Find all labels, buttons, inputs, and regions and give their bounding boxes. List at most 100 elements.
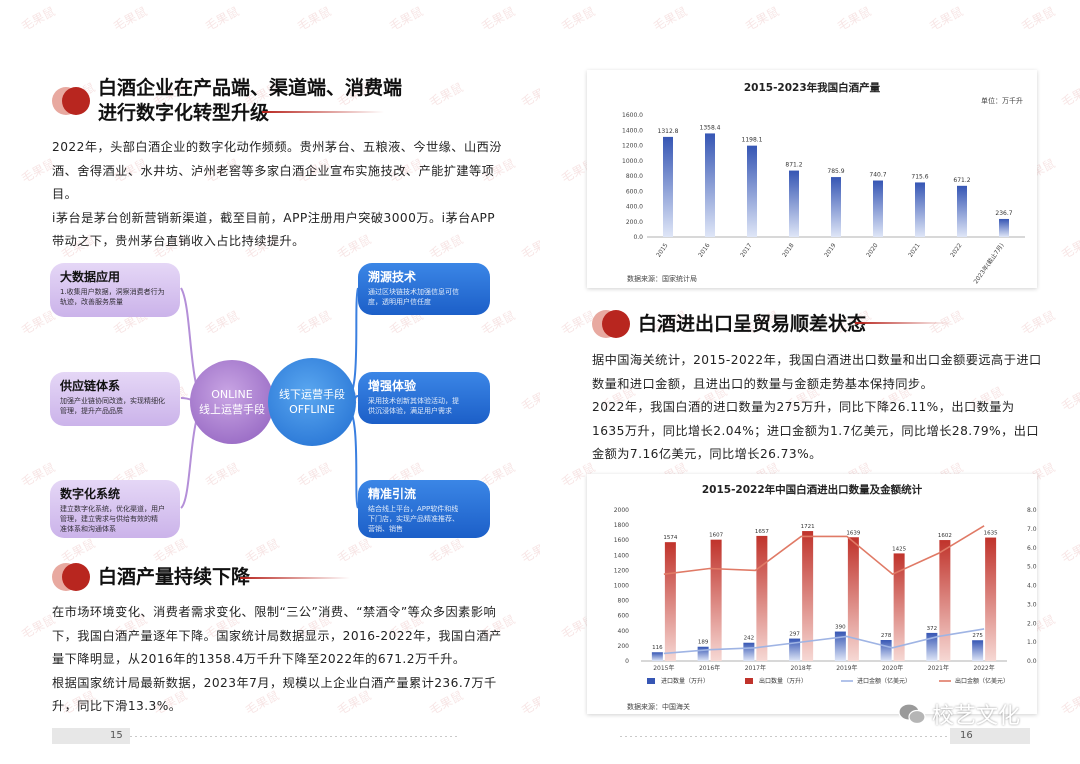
paragraph-line: 据中国海关统计，2015-2022年，我国白酒进出口数量和出口金额要远高于进口 — [592, 353, 1042, 367]
legend-label: 出口金额（亿美元） — [955, 677, 1009, 685]
y-left-tick-label: 2000 — [614, 507, 629, 514]
page-number: 16 — [960, 730, 973, 741]
bar-export-qty — [939, 540, 951, 661]
bar — [747, 145, 757, 237]
x-tick-label: 2021 — [907, 242, 922, 259]
y-left-tick-label: 0 — [625, 658, 629, 665]
x-tick-label: 2019 — [823, 242, 838, 259]
section-underline — [240, 577, 350, 579]
hub-offline-line2: OFFLINE — [289, 403, 335, 416]
brand-name: 校艺文化 — [932, 704, 1021, 729]
x-tick-label: 2020 — [865, 242, 880, 259]
node-title: 增强体验 — [368, 379, 417, 393]
watermark-text: 毛果鼠 — [1059, 80, 1080, 110]
chart-plot: 0 200 400 600 800 1000 1200 1400 1600 1800 2000 0.0… — [614, 507, 1037, 685]
data-label-import: 390 — [835, 625, 846, 631]
x-tick-label: 2018年 — [790, 664, 811, 672]
y-right-tick-label: 5.0 — [1027, 564, 1037, 571]
node-title: 大数据应用 — [60, 270, 121, 284]
y-tick-label: 0.0 — [633, 234, 643, 241]
bar — [789, 170, 799, 237]
data-label-import: 242 — [744, 636, 755, 642]
mindmap-node-precise-traffic: 精准引流 结合线上平台，APP软件和线 下门店，实现产品精准推荐、 营销、销售 — [358, 480, 490, 538]
data-label-import: 372 — [927, 626, 938, 632]
y-left-tick-label: 200 — [618, 643, 630, 650]
x-tick-label: 2020年 — [882, 664, 903, 672]
y-right-tick-label: 4.0 — [1027, 583, 1037, 590]
node-title: 溯源技术 — [368, 270, 417, 284]
page-number: 15 — [110, 730, 123, 741]
bar — [873, 180, 883, 237]
bar-import-qty — [789, 638, 801, 661]
paragraph-line: 目。 — [52, 187, 78, 201]
bar — [705, 133, 715, 237]
watermark-text: 毛果鼠 — [835, 4, 874, 34]
x-tick-label: 2023年(截止7月) — [972, 242, 1006, 286]
data-label: 740.7 — [869, 172, 886, 179]
paragraph-line: 带动之下，贵州茅台直销收入占比持续提升。 — [52, 234, 305, 248]
paragraph-line: 下，我国白酒产量逐年下降。国家统计局数据显示，2016-2022年，我国白酒产 — [52, 628, 502, 643]
chart-source: 数据来源：中国海关 — [627, 703, 690, 711]
node-desc: 加强产业链协同改造，实现精细化 管理，提升产品品质 — [60, 397, 165, 415]
watermark-text: 毛果鼠 — [1019, 308, 1058, 338]
mindmap-node-supply-chain: 供应链体系 加强产业链协同改造，实现精细化 管理，提升产品品质 — [50, 372, 180, 426]
chart-title: 2015-2023年我国白酒产量 — [743, 82, 881, 94]
paragraph-line: 升，同比下滑13.3%。 — [52, 699, 182, 713]
node-title: 供应链体系 — [60, 379, 121, 393]
node-desc: 通过区块链技术加强信息可信 度，透明用户信任度 — [368, 288, 459, 306]
y-tick-label: 200.0 — [626, 219, 643, 226]
mindmap-hub-offline: 线下运营手段 OFFLINE — [268, 358, 356, 446]
y-right-tick-label: 0.0 — [1027, 658, 1037, 665]
section-title-line1: 白酒企业在产品端、渠道端、消费端 — [98, 77, 403, 99]
bar-export-qty — [985, 537, 997, 661]
bar-export-qty — [802, 531, 814, 661]
x-tick-label: 2017年 — [745, 664, 766, 672]
legend-swatch — [745, 678, 753, 684]
x-tick-label: 2021年 — [928, 664, 949, 672]
watermark-text: 毛果鼠 — [479, 4, 518, 34]
wechat-icon — [898, 703, 926, 725]
x-tick-label: 2016 — [697, 242, 712, 259]
y-left-tick-label: 600 — [618, 613, 630, 620]
data-label-export: 1425 — [892, 546, 906, 552]
section-bullet-icon — [52, 87, 92, 115]
mindmap-diagram: 大数据应用 1.收集用户数据，洞察消费者行为 轨迹，改善服务质量 供应链体系 加… — [48, 258, 494, 543]
x-tick-label: 2016年 — [699, 664, 720, 672]
x-tick-label: 2022 — [949, 242, 964, 259]
hub-online-line1: ONLINE — [211, 388, 253, 401]
paragraph-line: 根据国家统计局最新数据，2023年7月，规模以上企业白酒产量累计236.7万千 — [52, 675, 497, 690]
footer-page-tab — [52, 728, 130, 744]
bar-import-qty — [926, 632, 938, 661]
chart-plot: 0.0 200.0 400.0 600.0 800.0 1000.0 1200.0 1400.… — [622, 112, 1025, 286]
line-export-amount — [663, 525, 985, 576]
data-label-import: 275 — [972, 633, 983, 639]
data-label-export: 1602 — [938, 533, 952, 539]
y-left-tick-label: 1000 — [614, 583, 629, 590]
data-label: 871.2 — [785, 162, 802, 169]
data-label-export: 1657 — [755, 529, 769, 535]
node-desc: 1.收集用户数据，洞察消费者行为 轨迹，改善服务质量 — [60, 288, 165, 306]
data-label: 1198.1 — [742, 137, 763, 144]
y-left-tick-label: 1400 — [614, 552, 629, 559]
right-page: 毛果鼠 毛果鼠 毛果鼠 毛果鼠 毛果鼠 毛果鼠 毛果鼠 毛果鼠 毛果鼠 毛果鼠 毛果鼠 毛果鼠 毛果鼠毛… — [540, 0, 1080, 764]
chart-unit: 单位：万千升 — [981, 97, 1023, 105]
watermark-text: 毛果鼠 — [1019, 4, 1058, 34]
paragraph-line: 酒、舍得酒业、水井坊、泸州老窖等多家白酒企业宣布实施技改、产能扩建等项 — [52, 163, 495, 178]
y-right-tick-label: 1.0 — [1027, 639, 1037, 646]
y-left-tick-label: 1800 — [614, 522, 629, 529]
y-left-tick-label: 1200 — [614, 567, 629, 574]
left-page: 毛果鼠 毛果鼠 毛果鼠 毛果鼠 毛果鼠 毛果鼠 毛果鼠 毛果鼠 毛果鼠 毛果鼠 毛果鼠 毛果鼠 毛果鼠毛… — [19, 4, 540, 744]
data-label: 236.7 — [995, 210, 1012, 217]
bar-import-qty — [834, 631, 846, 661]
section-bullet-icon — [52, 563, 92, 591]
section-title: 白酒进出口呈贸易顺差状态 — [638, 312, 867, 335]
brand-logo: 校艺文化 — [898, 698, 1020, 730]
x-tick-label: 2017 — [739, 242, 754, 259]
y-tick-label: 1000.0 — [622, 158, 643, 165]
paragraph-line: 金额为7.16亿美元，同比增长26.73%。 — [592, 447, 822, 461]
legend-swatch — [647, 678, 655, 684]
paragraph-line: 2022年，头部白酒企业的数字化动作频频。贵州茅台、五粮液、今世缘、山西汾 — [52, 140, 502, 154]
hub-online-line2: 线上运营手段 — [199, 403, 265, 416]
chart-source: 数据来源：国家统计局 — [627, 275, 697, 283]
paragraph-digital: 2022年，头部白酒企业的数字化动作频频。贵州茅台、五粮液、今世缘、山西汾 酒、… — [52, 136, 502, 254]
